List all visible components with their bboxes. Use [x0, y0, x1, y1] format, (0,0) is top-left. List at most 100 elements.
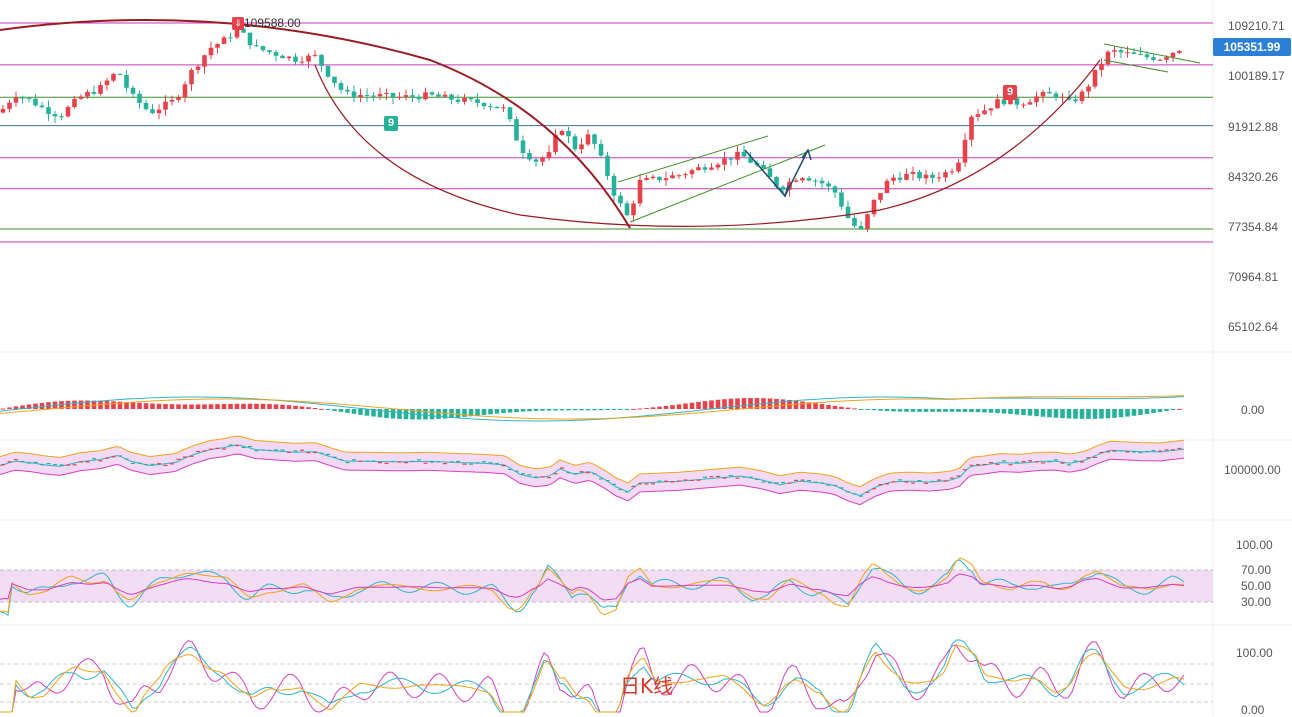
macd-histogram-bar	[871, 409, 877, 411]
candle-body	[832, 186, 838, 193]
macd-histogram-bar	[845, 407, 851, 409]
candle-body	[1001, 99, 1007, 105]
macd-histogram-bar	[1040, 409, 1046, 417]
candle-body	[585, 134, 591, 145]
candle-body	[59, 116, 64, 118]
current-price-label: 105351.99	[1223, 40, 1281, 54]
price-axis: 109210.71 100189.17 91912.88 84320.26 77…	[1228, 0, 1292, 334]
candle-body	[13, 97, 19, 103]
arrow-head-up	[801, 148, 812, 161]
candle-body	[969, 116, 974, 140]
macd-histogram-bar	[475, 409, 480, 416]
macd-histogram-bar	[631, 408, 636, 410]
macd-histogram-bar	[592, 409, 597, 411]
macd-histogram-bar	[462, 409, 467, 417]
macd-histogram-bar	[403, 409, 409, 420]
macd-histogram-bar	[839, 406, 844, 409]
macd-histogram-bar	[143, 403, 149, 409]
macd-histogram-bar	[995, 409, 1000, 414]
candle-body	[988, 108, 994, 111]
macd-histogram-bar	[1125, 409, 1130, 417]
candle-body	[624, 203, 630, 216]
candle-body	[1151, 57, 1156, 60]
candle-body	[72, 98, 77, 108]
macd-histogram-bar	[767, 398, 773, 409]
candle-body	[364, 94, 370, 96]
rsi-axis-tick: 100.00	[1236, 538, 1273, 552]
candle-body	[949, 171, 955, 173]
candle-body	[1021, 104, 1026, 106]
macd-histogram-bar	[1131, 409, 1137, 416]
boll-band-fill	[0, 436, 1184, 505]
macd-histogram-bar	[930, 409, 935, 412]
macd-histogram-bar	[611, 409, 617, 410]
candle-body	[124, 74, 129, 88]
candle-body	[1034, 96, 1039, 103]
rsi-axis-tick: 50.00	[1241, 579, 1272, 593]
macd-histogram-bar	[540, 409, 545, 411]
macd-histogram-bar	[156, 403, 162, 409]
macd-histogram-bar	[332, 409, 337, 411]
kline-watermark: 日K线	[620, 674, 674, 698]
candle-body	[709, 167, 714, 170]
macd-histogram-bar	[104, 401, 110, 409]
candle-body	[761, 164, 766, 169]
candle-body	[312, 54, 318, 56]
macd-histogram-bar	[618, 409, 623, 410]
candle-body	[1060, 96, 1065, 98]
macd-histogram-bar	[579, 409, 584, 411]
pennant-upper-line	[1103, 43, 1201, 64]
macd-histogram-bar	[273, 404, 279, 409]
candle-body	[91, 91, 97, 94]
macd-histogram-bar	[455, 409, 461, 418]
macd-histogram-bar	[858, 409, 864, 410]
candle-body	[358, 94, 363, 98]
candle-body	[553, 134, 558, 153]
candle-body	[962, 139, 968, 163]
candle-body	[1112, 50, 1117, 52]
candle-body	[449, 94, 454, 100]
candle-body	[611, 175, 617, 196]
macd-histogram-bar	[1027, 409, 1033, 416]
macd-histogram-bar	[293, 405, 298, 409]
macd-histogram-bar	[527, 409, 532, 412]
macd-histogram-bar	[605, 409, 610, 411]
boll-lower-line	[0, 453, 1185, 506]
macd-histogram-bar	[507, 409, 513, 413]
macd-histogram-bar	[267, 404, 272, 409]
candle-body	[605, 155, 610, 176]
macd-histogram-bar	[1112, 409, 1117, 418]
macd-histogram-bar	[774, 398, 779, 409]
candle-body	[1079, 91, 1085, 102]
macd-histogram-bar	[397, 409, 402, 419]
macd-histogram-bar	[878, 409, 883, 411]
candle-body	[520, 140, 526, 154]
candle-body	[280, 55, 285, 59]
macd-histogram-bar	[176, 404, 181, 409]
candle-body	[1125, 52, 1130, 54]
macd-histogram-bar	[637, 408, 643, 410]
candle-body	[169, 99, 175, 102]
macd-histogram-bar	[598, 409, 604, 411]
candle-body	[143, 102, 149, 110]
candle-body	[923, 174, 929, 179]
macd-histogram-bar	[956, 409, 961, 412]
macd-histogram-bar	[1060, 409, 1065, 419]
kdj-d-line	[0, 644, 1185, 713]
macd-histogram-bar	[982, 409, 987, 413]
macd-histogram-bar	[1021, 409, 1026, 416]
macd-histogram-bar	[650, 407, 656, 409]
candle-body	[1131, 52, 1137, 54]
candle-body	[182, 84, 188, 98]
candle-body	[917, 172, 922, 179]
candle-body	[852, 218, 857, 226]
candle-body	[689, 170, 695, 175]
boll-axis-tick: 100000.00	[1224, 463, 1281, 477]
candle-body	[696, 167, 701, 171]
channel-upper-line	[617, 135, 769, 183]
candle-body	[377, 94, 383, 97]
candle-body	[650, 176, 656, 179]
macd-histogram-bar	[286, 405, 292, 409]
macd-histogram-bar	[33, 403, 38, 409]
macd-histogram-bar	[0, 408, 6, 410]
